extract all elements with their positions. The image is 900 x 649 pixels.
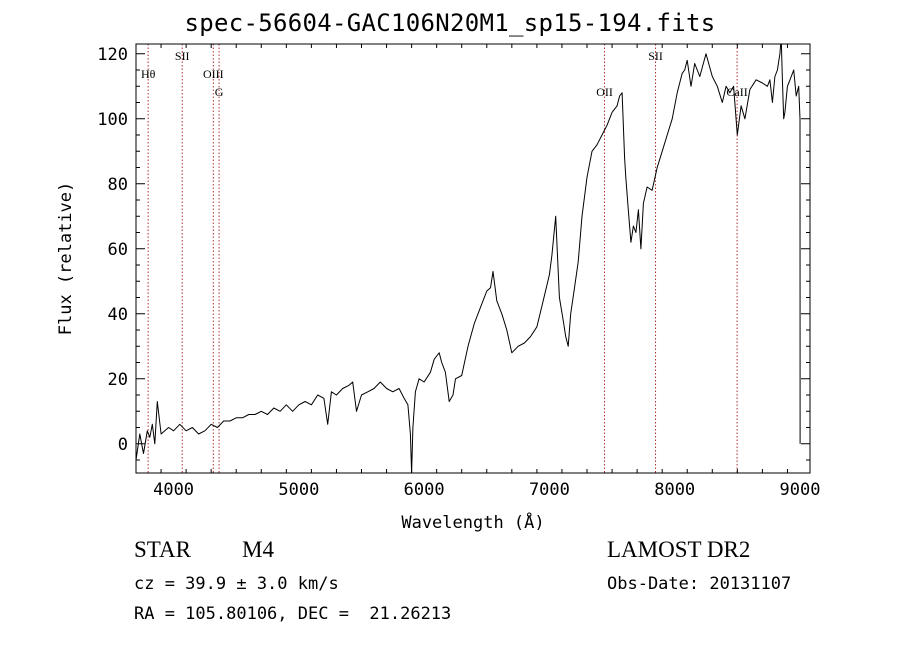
- obs-date: Obs-Date: 20131107: [607, 574, 792, 594]
- object-class: STAR: [134, 537, 191, 562]
- survey-name: LAMOST DR2: [607, 537, 751, 562]
- chart-title: spec-56604-GAC106N20M1_sp15-194.fits: [184, 9, 716, 37]
- y-tick-label: 0: [118, 435, 128, 455]
- y-tick-label: 120: [97, 45, 128, 65]
- y-tick-label: 40: [108, 305, 128, 325]
- x-tick-label: 8000: [654, 480, 695, 500]
- y-tick-label: 80: [108, 175, 128, 195]
- line-marker-label: SII: [648, 49, 663, 63]
- y-axis: 0 20 40 60 80 100 120: [97, 45, 810, 461]
- y-tick-label: 60: [108, 240, 128, 260]
- coordinates: RA = 105.80106, DEC = 21.26213: [134, 604, 452, 624]
- spectrum-series: [136, 44, 801, 473]
- redshift-readout: cz = 39.9 ± 3.0 km/s: [134, 574, 339, 594]
- x-tick-label: 6000: [404, 480, 445, 500]
- x-axis-label: Wavelength (Å): [401, 511, 544, 533]
- x-tick-label: 5000: [278, 480, 319, 500]
- x-axis: 4000 5000 6000 7000 8000 9000: [135, 44, 821, 500]
- line-marker-label: OII: [596, 85, 613, 99]
- line-marker-label: Hθ: [141, 67, 156, 81]
- y-axis-label: Flux (relative): [56, 182, 76, 336]
- x-tick-label: 7000: [529, 480, 570, 500]
- x-tick-label: 9000: [780, 480, 821, 500]
- spectrum-line: [136, 44, 801, 473]
- object-subclass: M4: [242, 537, 274, 562]
- line-marker-label: SII: [175, 49, 190, 63]
- y-tick-label: 20: [108, 370, 128, 390]
- y-tick-label: 100: [97, 110, 128, 130]
- line-marker-label: G: [215, 85, 224, 99]
- line-marker-label: OIII: [203, 67, 224, 81]
- plot-frame: [135, 43, 811, 474]
- x-tick-label: 4000: [153, 480, 194, 500]
